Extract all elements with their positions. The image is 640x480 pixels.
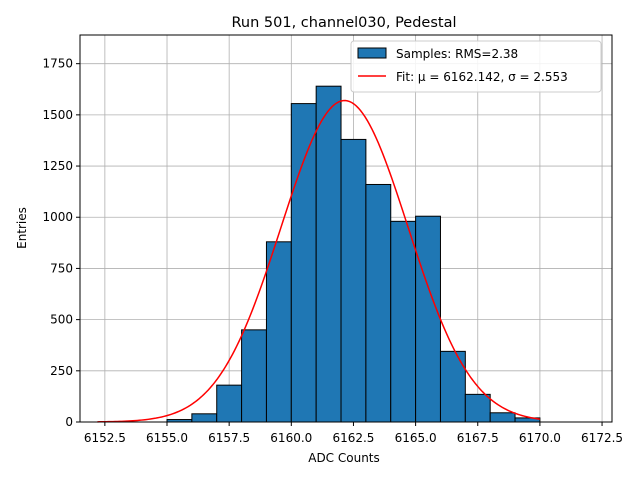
y-axis-ticks: 0 250 500 750 1000 1250 1500 1750 — [42, 57, 80, 429]
y-tick-label: 1000 — [42, 210, 73, 224]
y-tick-label: 500 — [50, 313, 73, 327]
y-tick-label: 750 — [50, 261, 73, 275]
x-tick-label: 6167.5 — [457, 431, 499, 445]
histogram-bar — [365, 183, 392, 423]
histogram-bar — [216, 384, 243, 423]
histogram-bar — [489, 412, 516, 423]
y-tick-label: 1750 — [42, 57, 73, 71]
fit-curve — [97, 99, 541, 423]
y-tick-label: 0 — [65, 415, 73, 429]
legend-box — [350, 40, 602, 93]
x-tick-label: 6155.0 — [146, 431, 188, 445]
histogram-bar — [265, 241, 292, 423]
histogram-bar — [315, 85, 342, 423]
histogram-bar — [340, 138, 367, 423]
x-tick-label: 6157.5 — [208, 431, 250, 445]
y-tick-label: 250 — [50, 364, 73, 378]
y-axis-label: Entries — [15, 207, 29, 249]
histogram-bar — [390, 220, 417, 423]
legend-label-samples: Samples: RMS=2.38 — [396, 47, 518, 61]
legend-patch-samples — [357, 47, 387, 59]
histogram-bars — [166, 85, 541, 423]
histogram-bar — [415, 215, 441, 423]
plot-frame — [79, 34, 613, 423]
y-tick-label: 1250 — [42, 159, 73, 173]
x-tick-label: 6160.0 — [270, 431, 312, 445]
x-tick-label: 6170.0 — [519, 431, 561, 445]
x-axis-label: ADC Counts — [308, 451, 380, 465]
histogram-bar — [241, 329, 267, 423]
y-tick-label: 1500 — [42, 108, 73, 122]
x-axis-ticks: 6152.5 6155.0 6157.5 6160.0 6162.5 6165.0 6167… — [84, 422, 623, 445]
legend: Samples: RMS=2.38 Fit: μ = 6162.142, σ =… — [350, 40, 602, 93]
legend-label-fit: Fit: μ = 6162.142, σ = 2.553 — [396, 70, 568, 84]
chart-title: Run 501, channel030, Pedestal — [231, 15, 456, 31]
x-tick-label: 6165.0 — [395, 431, 437, 445]
histogram-bar — [464, 393, 491, 423]
x-tick-label: 6172.5 — [581, 431, 623, 445]
x-tick-label: 6162.5 — [332, 431, 374, 445]
x-tick-label: 6152.5 — [84, 431, 126, 445]
histogram-bar — [290, 103, 317, 423]
histogram-bar — [191, 413, 218, 423]
